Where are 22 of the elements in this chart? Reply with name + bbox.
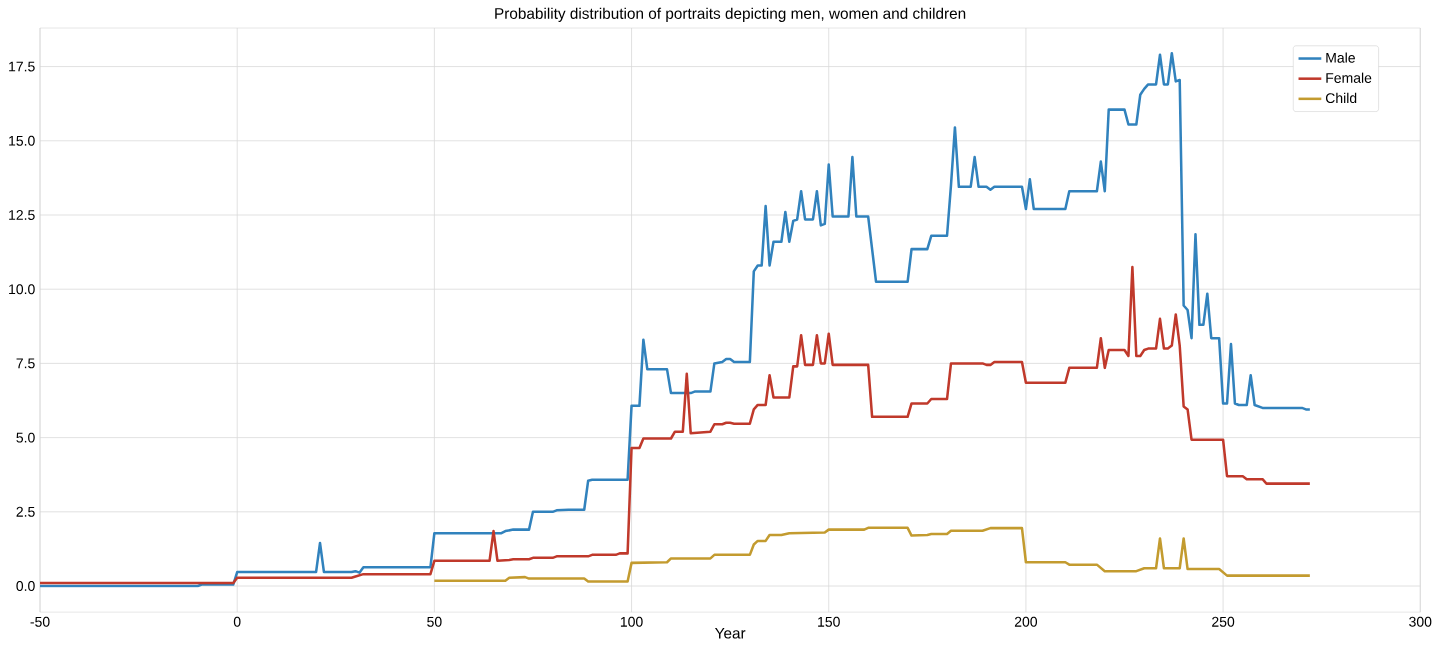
y-tick-label: 10.0 — [9, 284, 35, 295]
x-tick-label: 250 — [1212, 616, 1235, 627]
y-tick-label: 17.5 — [9, 61, 35, 72]
x-tick-label: 100 — [620, 616, 643, 627]
x-tick-label: 50 — [427, 616, 442, 627]
chart-title: Probability distribution of portraits depicting men, women and children — [495, 7, 966, 23]
y-tick-label: 7.5 — [16, 358, 35, 369]
y-tick-label: 15.0 — [9, 135, 35, 146]
x-tick-label: 200 — [1014, 616, 1038, 627]
line-series — [433, 526, 1312, 583]
x-tick-label: 0 — [233, 616, 241, 627]
y-tick-label: 5.0 — [16, 432, 35, 443]
legend-label: Male — [1326, 52, 1355, 63]
x-axis-title: Year — [714, 628, 746, 639]
legend-label: Female — [1326, 72, 1372, 83]
x-tick-label: -50 — [30, 616, 50, 627]
x-tick-label: 150 — [818, 616, 840, 627]
y-tick-label: 12.5 — [9, 210, 35, 221]
x-tick-label: 300 — [1409, 616, 1432, 627]
y-tick-label: 0.0 — [16, 581, 35, 592]
legend-label: Child — [1325, 92, 1357, 104]
y-tick-label: 2.5 — [16, 506, 35, 517]
